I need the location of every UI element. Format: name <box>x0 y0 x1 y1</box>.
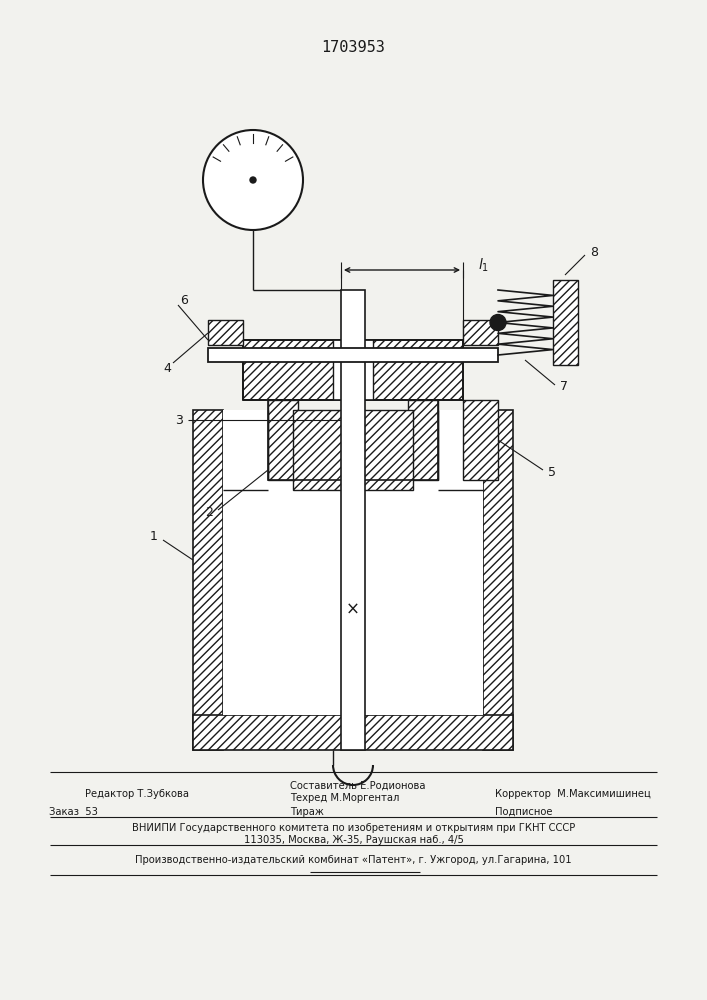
Bar <box>208 320 243 345</box>
Text: 5: 5 <box>548 466 556 479</box>
Bar <box>463 400 498 480</box>
Bar <box>483 410 513 750</box>
Bar <box>463 320 498 345</box>
Bar <box>333 340 373 400</box>
Text: Корректор  М.Максимишинец: Корректор М.Максимишинец <box>495 789 650 799</box>
Bar <box>293 410 413 490</box>
Text: 113035, Москва, Ж-35, Раушская наб., 4/5: 113035, Москва, Ж-35, Раушская наб., 4/5 <box>244 835 463 845</box>
Bar <box>408 400 438 480</box>
Text: 1: 1 <box>150 530 158 544</box>
Text: Тираж: Тираж <box>290 807 324 817</box>
Text: 2: 2 <box>205 506 213 518</box>
Text: Составитель Е.Родионова: Составитель Е.Родионова <box>290 781 426 791</box>
Text: $l_1$: $l_1$ <box>478 256 489 274</box>
Text: Подписное: Подписное <box>495 807 552 817</box>
Bar <box>193 410 223 750</box>
Circle shape <box>490 314 506 330</box>
Text: ×: × <box>346 601 360 619</box>
Bar <box>243 340 463 400</box>
Circle shape <box>203 130 303 230</box>
Bar <box>208 348 498 362</box>
Text: Редактор Т.Зубкова: Редактор Т.Зубкова <box>85 789 189 799</box>
Text: 8: 8 <box>590 245 598 258</box>
Text: 1703953: 1703953 <box>321 40 385 55</box>
Bar <box>553 280 578 365</box>
Text: Производственно-издательский комбинат «Патент», г. Ужгород, ул.Гагарина, 101: Производственно-издательский комбинат «П… <box>135 855 572 865</box>
Text: 4: 4 <box>163 361 171 374</box>
Bar <box>268 400 438 480</box>
Bar <box>193 715 513 750</box>
Text: 3: 3 <box>175 414 183 426</box>
Text: Заказ  53: Заказ 53 <box>49 807 98 817</box>
Circle shape <box>250 177 256 183</box>
Bar <box>268 400 298 480</box>
Bar <box>341 290 365 750</box>
Bar <box>223 410 483 715</box>
Text: 7: 7 <box>560 380 568 393</box>
Text: ВНИИПИ Государственного комитета по изобретениям и открытиям при ГКНТ СССР: ВНИИПИ Государственного комитета по изоб… <box>132 823 575 833</box>
Text: 6: 6 <box>180 294 188 306</box>
Text: Техред М.Моргентал: Техред М.Моргентал <box>290 793 399 803</box>
